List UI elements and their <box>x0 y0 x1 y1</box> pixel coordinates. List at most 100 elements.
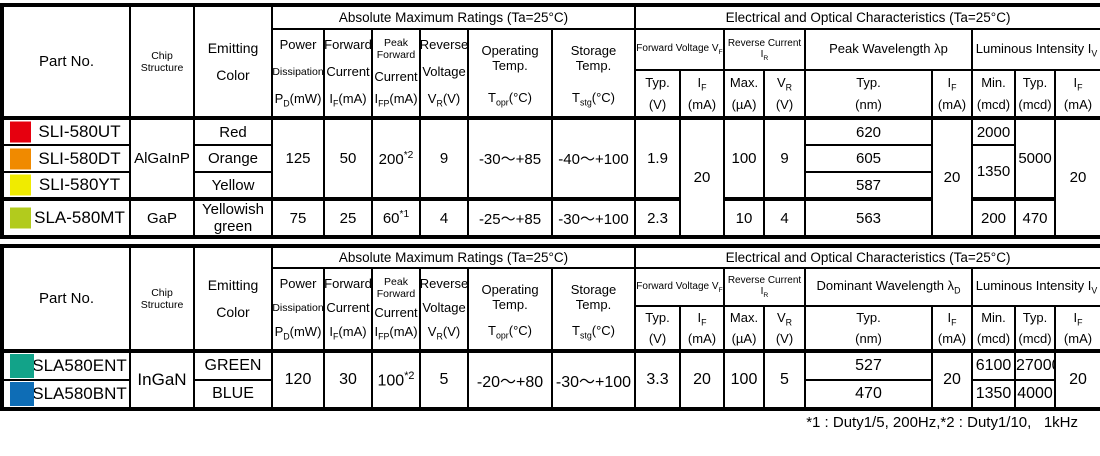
part-cell: SLA-580MT <box>1 197 131 238</box>
ir-max-value: 100 <box>723 116 765 200</box>
part-cell: SLI-580UT <box>1 116 131 146</box>
vr-value: 9 <box>419 116 469 200</box>
ir-vr-header: VR (V) <box>763 69 806 119</box>
part-number: SLI-580UT <box>38 122 121 141</box>
part-number: SLA580ENT <box>32 356 127 375</box>
emitting-color-header: Emitting Color <box>193 4 273 119</box>
part-cell: SLI-580DT <box>1 144 131 173</box>
ifp-value: 100*2 <box>371 349 421 410</box>
table-row: SLI-580UT AlGaInP Red 125 50 200*2 9 -30… <box>1 116 1100 238</box>
if-value: 50 <box>323 116 373 200</box>
wavelength-if-value: 20 <box>931 116 973 238</box>
reverse-current-group-header: Reverse Current IR <box>723 27 806 72</box>
part-cell: SLA580BNT <box>1 379 131 410</box>
emitting-color-value: Yellowish green <box>193 197 273 238</box>
chip-structure-header: Chip Structure <box>129 4 195 119</box>
topr-value: -25〜+85 <box>467 197 553 238</box>
ir-vr-value: 5 <box>763 349 806 410</box>
wavelength-value: 605 <box>804 144 933 173</box>
color-label: Color <box>216 303 250 320</box>
tstg-value: -30〜+100 <box>551 349 636 410</box>
forward-current-header: Forward Current IF(mA) <box>323 267 373 352</box>
color-swatch-orange <box>10 148 31 169</box>
forward-voltage-group-header: Forward Voltage VF <box>634 27 725 72</box>
ir-vr-value: 9 <box>763 116 806 200</box>
power-dissipation-header: Power Dissipation PD(mW) <box>271 28 325 119</box>
iv-if-header: IF (mA) <box>1053 305 1100 352</box>
part-number: SLI-580DT <box>38 148 121 168</box>
ir-vr-value: 4 <box>763 197 806 238</box>
vf-typ-header: Typ. (V) <box>634 305 681 352</box>
peak-forward-current-header: Peak Forward Current IFP(mA) <box>371 28 421 119</box>
wavelength-value: 620 <box>804 116 933 146</box>
table-row: SLA-580MT GaP Yellowish green 75 25 60*1… <box>1 197 1100 238</box>
electro-optical-title: Electrical and Optical Characteristics (… <box>633 4 1100 30</box>
vf-typ-value: 1.9 <box>634 116 681 200</box>
topr-value: -20〜+80 <box>467 349 553 410</box>
iv-typ-value: 4000 <box>1014 379 1056 410</box>
operating-temp-header: Operating Temp. Topr(°C) <box>467 28 553 119</box>
chip-structure-value: InGaN <box>129 349 195 410</box>
part-number: SLA-580MT <box>34 208 125 227</box>
iv-min-value: 1350 <box>971 379 1016 410</box>
color-swatch-yellowish-green <box>10 207 31 229</box>
table-row: SLA580ENT InGaN GREEN 120 30 100*2 5 -20… <box>1 349 1100 410</box>
part-number: SLI-580YT <box>38 175 121 194</box>
abs-max-ratings-title: Absolute Maximum Ratings (Ta=25°C) <box>271 4 636 30</box>
if-value: 25 <box>323 197 373 238</box>
table-row: SLA580BNT BLUE 470 1350 4000 <box>1 379 1100 410</box>
chip-structure-header: Chip Structure <box>129 245 195 352</box>
ir-max-header: Max. (µA) <box>723 69 765 119</box>
storage-temp-header: Storage Temp. Tstg(°C) <box>551 267 636 352</box>
part-cell: SLI-580YT <box>1 171 131 200</box>
pd-value: 75 <box>271 197 325 238</box>
emitting-label: Emitting <box>207 39 259 56</box>
iv-typ-value: 27000 <box>1014 349 1056 381</box>
wavelength-value: 563 <box>804 197 933 238</box>
chip-structure-value: GaP <box>129 197 195 238</box>
vr-value: 4 <box>419 197 469 238</box>
iv-min-value: 200 <box>971 197 1016 238</box>
storage-temp-header: Storage Temp. Tstg(°C) <box>551 28 636 119</box>
emitting-label: Emitting <box>207 276 259 293</box>
if-value: 30 <box>323 349 373 410</box>
table-row: SLI-580DT Orange 605 1350 <box>1 144 1100 200</box>
ifp-value: 200*2 <box>371 116 421 200</box>
emitting-color-value: BLUE <box>193 379 273 410</box>
power-dissipation-header: Power Dissipation PD(mW) <box>271 267 325 352</box>
luminous-intensity-group-header: Luminous Intensity IV <box>970 266 1100 308</box>
emitting-color-value: Red <box>193 116 273 146</box>
iv-min-value: 6100 <box>971 349 1016 381</box>
wavelength-value: 587 <box>804 171 933 200</box>
reverse-voltage-header: Reverse Voltage VR(V) <box>419 28 469 119</box>
vf-if-header: IF (mA) <box>679 305 725 352</box>
ir-vr-header: VR (V) <box>763 305 806 352</box>
luminous-intensity-group-header: Luminous Intensity IV <box>970 27 1100 72</box>
color-swatch-red <box>10 122 31 143</box>
part-no-header: Part No. <box>1 4 131 119</box>
dominant-wavelength-group-header: Dominant Wavelength λD <box>804 266 973 308</box>
iv-min-value: 1350 <box>971 144 1016 200</box>
color-label: Color <box>216 66 250 83</box>
chip-structure-value: AlGaInP <box>129 116 195 200</box>
color-swatch-blue <box>10 382 34 406</box>
topr-value: -30〜+85 <box>467 116 553 200</box>
footnote: *1 : Duty1/5, 200Hz,*2 : Duty1/10, 1kHz <box>806 414 1078 431</box>
vf-typ-value: 2.3 <box>634 197 681 238</box>
wavelength-if-value: 20 <box>931 349 973 410</box>
emitting-color-value: GREEN <box>193 349 273 381</box>
wavelength-value: 470 <box>804 379 933 410</box>
part-number: SLA580BNT <box>32 384 127 403</box>
vf-typ-value: 3.3 <box>634 349 681 410</box>
emitting-color-value: Yellow <box>193 171 273 200</box>
iv-if-value: 20 <box>1053 116 1100 238</box>
ifp-value: 60*1 <box>371 197 421 238</box>
part-cell: SLA580ENT <box>1 349 131 381</box>
iv-if-header: IF (mA) <box>1053 69 1100 119</box>
iv-typ-value: 5000 <box>1014 116 1056 200</box>
tstg-value: -30〜+100 <box>551 197 636 238</box>
reverse-current-group-header: Reverse Current IR <box>723 266 806 308</box>
ir-max-value: 100 <box>723 349 765 410</box>
wavelength-typ-header: Typ. (nm) <box>804 69 933 119</box>
color-swatch-green <box>10 355 34 378</box>
